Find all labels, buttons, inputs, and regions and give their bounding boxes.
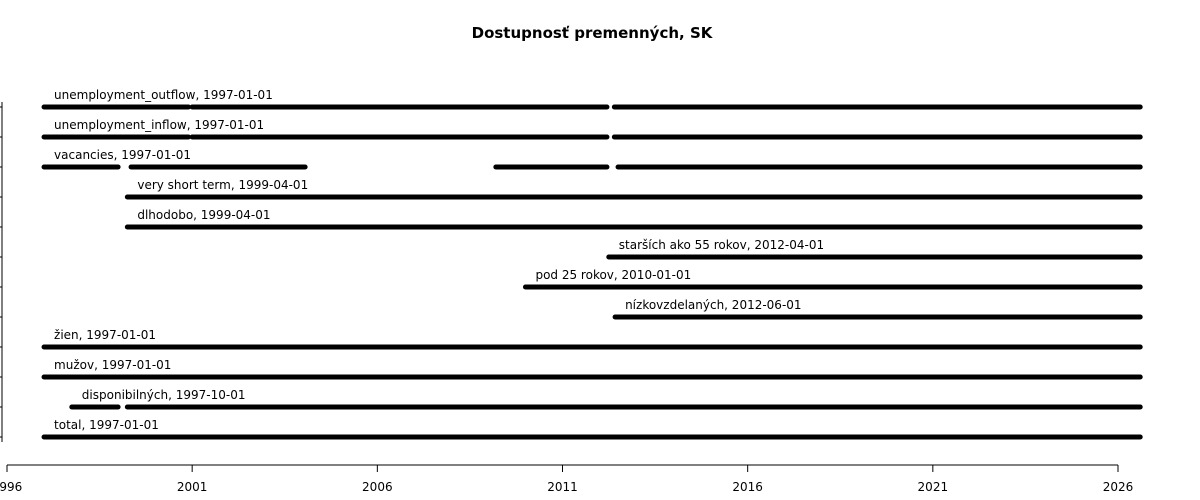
x-tick-label: 1996 [0,480,22,494]
row-label: unemployment_inflow, 1997-01-01 [54,118,264,132]
x-tick-label: 2011 [547,480,578,494]
x-tick-label: 2026 [1103,480,1134,494]
row-label: dlhodobo, 1999-04-01 [137,208,270,222]
row-label: disponibilných, 1997-10-01 [82,388,246,402]
x-tick-label: 2006 [362,480,393,494]
row-label: starších ako 55 rokov, 2012-04-01 [619,238,824,252]
chart-title: Dostupnosť premenných, SK [472,24,714,42]
x-tick-label: 2001 [177,480,208,494]
row-label: very short term, 1999-04-01 [137,178,308,192]
row-label: žien, 1997-01-01 [54,328,156,342]
x-tick-label: 2021 [918,480,949,494]
x-tick-label: 2016 [732,480,763,494]
row-label: vacancies, 1997-01-01 [54,148,191,162]
row-label: unemployment_outflow, 1997-01-01 [54,88,273,102]
row-label: mužov, 1997-01-01 [54,358,171,372]
row-label: nízkovzdelaných, 2012-06-01 [625,298,801,312]
row-label: total, 1997-01-01 [54,418,159,432]
row-label: pod 25 rokov, 2010-01-01 [535,268,691,282]
